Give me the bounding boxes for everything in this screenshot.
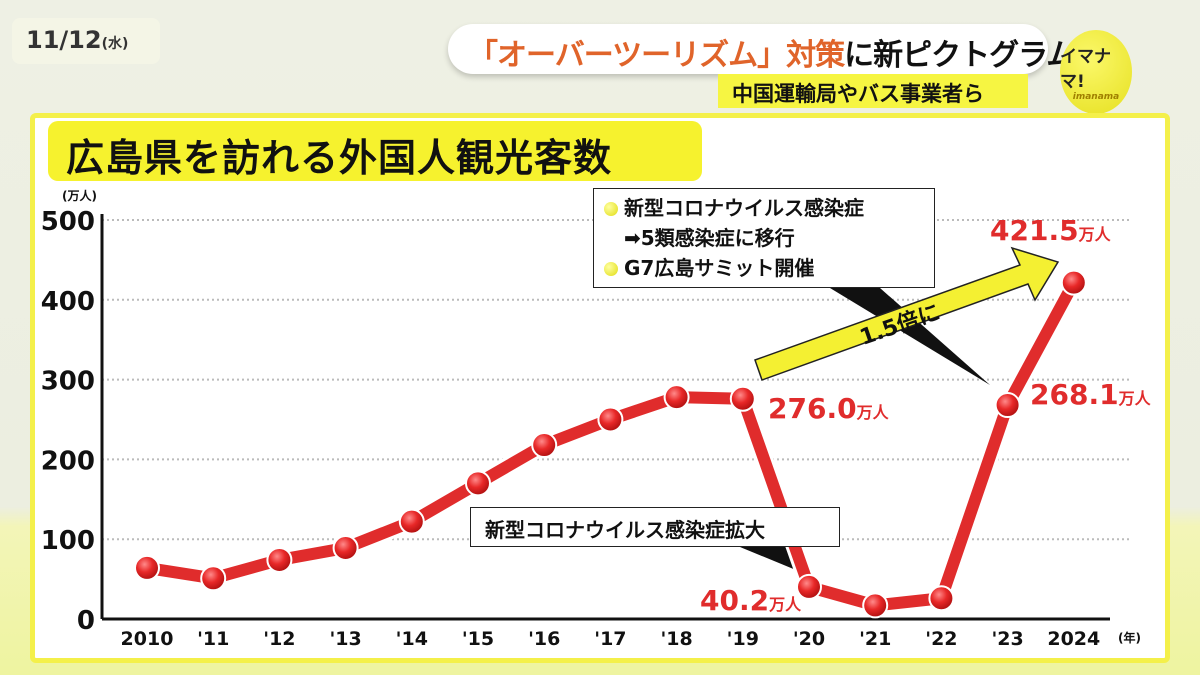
x-tick-label: '20 — [793, 628, 825, 650]
data-point — [597, 406, 624, 433]
x-tick-label: '22 — [925, 628, 957, 650]
data-point — [862, 592, 889, 619]
x-tick-label: '19 — [727, 628, 759, 650]
headline-rest: に新ピクトグラム — [844, 38, 1076, 73]
data-point — [531, 432, 558, 459]
pointer-box1 — [830, 288, 990, 385]
date-badge: 11/12(水) — [12, 18, 160, 64]
y-tick-label: 200 — [41, 446, 95, 476]
bullet-icon — [604, 202, 618, 216]
value-label-2020: 40.2万人 — [700, 584, 802, 617]
value-label-2023: 268.1万人 — [1030, 378, 1151, 411]
data-point — [200, 565, 227, 592]
x-tick-label: 2010 — [121, 628, 174, 650]
x-tick-label: '17 — [594, 628, 626, 650]
x-tick-label: '13 — [329, 628, 361, 650]
bullet-icon — [604, 262, 618, 276]
data-point — [266, 546, 293, 573]
data-point — [796, 573, 822, 600]
x-tick-label: '16 — [528, 628, 560, 650]
y-tick-label: 100 — [41, 526, 95, 556]
headline-highlight: 「オーバーツーリズム」対策 — [468, 38, 845, 73]
logo-text: イマナマ! — [1060, 47, 1111, 92]
y-tick-label: 500 — [41, 207, 95, 237]
value-label-2019: 276.0万人 — [768, 392, 889, 425]
data-point — [729, 385, 756, 412]
x-tick-label: '15 — [462, 628, 494, 650]
weekday-text: (水) — [101, 36, 129, 52]
data-point — [332, 534, 359, 561]
subheadline: 中国運輸局やバス事業者ら — [718, 74, 1028, 108]
data-point — [398, 508, 425, 535]
y-tick-label: 300 — [41, 367, 95, 397]
x-tick-label: '18 — [660, 628, 692, 650]
headline: 「オーバーツーリズム」対策に新ピクトグラム — [448, 24, 1076, 74]
data-point — [134, 554, 160, 581]
x-tick-label: '14 — [396, 628, 428, 650]
data-point — [928, 585, 955, 612]
y-tick-label: 0 — [77, 606, 95, 636]
date-text: 11/12 — [26, 26, 102, 54]
data-point — [994, 392, 1021, 419]
y-tick-label: 400 — [41, 287, 95, 317]
x-tick-label: 2024 — [1047, 628, 1100, 650]
annotation-line: ➡5類感染症に移行 — [624, 226, 795, 250]
x-tick-label: '21 — [859, 628, 891, 650]
x-tick-label: '23 — [991, 628, 1023, 650]
annotation-line: 新型コロナウイルス感染症 — [624, 196, 864, 220]
value-label-2024: 421.5万人 — [990, 214, 1111, 247]
annotation-line: G7広島サミット開催 — [624, 256, 815, 280]
chart-title: 広島県を訪れる外国人観光客数 — [48, 121, 702, 181]
x-axis-unit: (年) — [1118, 630, 1141, 645]
x-tick-label: '12 — [263, 628, 295, 650]
data-point — [1060, 269, 1087, 296]
data-point — [465, 470, 491, 497]
event-annotation-2020: 新型コロナウイルス感染症拡大 — [470, 507, 840, 547]
logo-sub: imanama — [1072, 92, 1120, 102]
x-tick-label: '11 — [197, 628, 229, 650]
data-point — [663, 384, 690, 411]
y-axis-unit: (万人) — [62, 188, 97, 203]
event-annotation-2023: 新型コロナウイルス感染症 ➡5類感染症に移行 G7広島サミット開催 — [593, 188, 935, 288]
logo: イマナマ! imanama — [1060, 30, 1132, 114]
